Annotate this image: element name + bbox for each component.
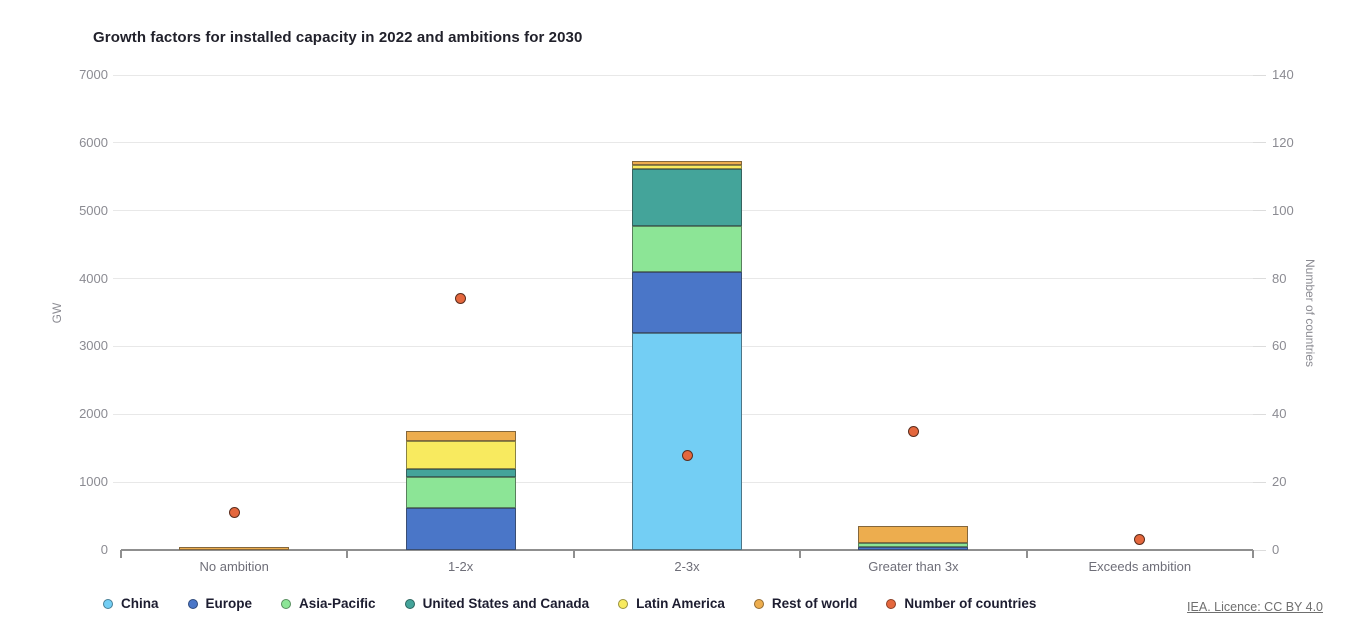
y2-axis-tick-140: 140 <box>1272 67 1294 82</box>
y2-axis-dash-60 <box>1253 345 1266 347</box>
y2-axis-dash-100 <box>1253 210 1266 212</box>
y2-axis-tick-0: 0 <box>1272 542 1280 557</box>
legend-item-asia-pacific[interactable]: Asia-Pacific <box>281 596 376 611</box>
licence-link[interactable]: IEA. Licence: CC BY 4.0 <box>1187 600 1323 614</box>
bar-segment-asia-pacific-3[interactable] <box>858 542 969 547</box>
y2-axis-dash-80 <box>1253 278 1266 280</box>
x-axis-tick-0 <box>120 550 122 558</box>
bar-segment-china-2[interactable] <box>632 332 742 550</box>
bar-segment-asia-pacific-2[interactable] <box>632 225 742 273</box>
scatter-point-countries-2[interactable] <box>681 449 693 461</box>
y2-axis-dash-0 <box>1253 549 1266 551</box>
bar-segment-asia-pacific-1[interactable] <box>405 476 516 508</box>
y2-axis-tick-40: 40 <box>1272 406 1287 422</box>
x-axis-tick-4 <box>1025 550 1028 558</box>
scatter-point-countries-3[interactable] <box>907 425 919 437</box>
legend-label: Latin America <box>636 596 725 611</box>
scatter-point-countries-1[interactable] <box>455 293 467 305</box>
y2-axis-tick-20: 20 <box>1272 474 1287 490</box>
y2-axis-dash-20 <box>1253 481 1266 483</box>
y-axis-tick-5000: 5000 <box>79 202 108 218</box>
y-axis-tick-0: 0 <box>100 542 108 557</box>
bar-segment-rest-of-world-1[interactable] <box>405 430 516 441</box>
x-axis-tick-5 <box>1252 550 1254 558</box>
bar-segment-europe-3[interactable] <box>858 546 969 550</box>
y-axis-tick-7000: 7000 <box>79 67 108 82</box>
y2-axis-tick-60: 60 <box>1272 338 1287 354</box>
x-axis-category-label: Greater than 3x <box>868 559 959 574</box>
bar-segment-united-states-and-canada-1[interactable] <box>405 468 516 477</box>
bar-segment-latin-america-2[interactable] <box>632 164 742 169</box>
legend-item-latin-america[interactable]: Latin America <box>618 596 725 611</box>
y-axis-tick-6000: 6000 <box>79 134 108 150</box>
legend-label: Number of countries <box>904 596 1037 611</box>
legend-swatch-icon <box>886 598 897 609</box>
legend-swatch-icon <box>618 598 629 609</box>
y2-axis-tick-120: 120 <box>1272 134 1294 150</box>
legend-label: Asia-Pacific <box>299 596 376 611</box>
x-axis-tick-1 <box>346 550 349 558</box>
x-axis-category-label: 2-3x <box>674 559 700 574</box>
left-axis-title: GW <box>50 302 64 323</box>
legend-swatch-icon <box>103 598 113 609</box>
legend-item-united-states-and-canada[interactable]: United States and Canada <box>404 596 590 611</box>
chart-legend: China Europe Asia-Pacific United States and… <box>103 596 1036 611</box>
right-axis-title: Number of countries <box>1303 258 1317 367</box>
legend-label: Rest of world <box>771 596 858 611</box>
bar-segment-united-states-and-canada-2[interactable] <box>632 168 742 226</box>
x-axis-tick-3 <box>799 550 802 558</box>
bar-segment-latin-america-1[interactable] <box>405 440 516 469</box>
legend-label: Europe <box>205 596 253 611</box>
y-axis-tick-3000: 3000 <box>79 338 108 354</box>
y2-axis-tick-100: 100 <box>1272 202 1294 218</box>
scatter-point-countries-4[interactable] <box>1134 534 1146 546</box>
legend-label: United States and Canada <box>422 596 590 611</box>
y-axis-tick-2000: 2000 <box>79 406 108 422</box>
gridline-6000 <box>113 142 1253 144</box>
scatter-point-countries-0[interactable] <box>228 507 240 519</box>
y2-axis-dash-40 <box>1253 413 1266 415</box>
x-axis-category-label: Exceeds ambition <box>1088 559 1192 574</box>
y2-axis-dash-120 <box>1253 142 1266 144</box>
bar-segment-europe-2[interactable] <box>632 272 742 333</box>
bar-segment-rest-of-world-0[interactable] <box>179 546 290 550</box>
y2-axis-tick-80: 80 <box>1272 270 1287 286</box>
x-axis-line <box>121 549 1253 551</box>
bar-segment-rest-of-world-3[interactable] <box>858 525 969 543</box>
y-axis-tick-1000: 1000 <box>79 474 108 490</box>
legend-swatch-icon <box>187 598 198 609</box>
legend-item-china[interactable]: China <box>103 596 159 611</box>
x-axis-category-label: No ambition <box>199 559 269 574</box>
legend-swatch-icon <box>281 598 292 609</box>
x-axis-tick-2 <box>572 550 575 558</box>
legend-item-rest-of-world[interactable]: Rest of world <box>753 596 858 611</box>
y2-axis-dash-140 <box>1253 74 1266 76</box>
legend-swatch-icon <box>404 598 415 609</box>
bar-segment-rest-of-world-2[interactable] <box>632 160 742 165</box>
legend-label: China <box>121 596 159 611</box>
legend-item-europe[interactable]: Europe <box>187 596 253 611</box>
y-axis-tick-4000: 4000 <box>79 270 108 286</box>
legend-item-number-of-countries[interactable]: Number of countries <box>886 596 1036 611</box>
gridline-7000 <box>113 74 1253 76</box>
chart-title: Growth factors for installed capacity in… <box>93 29 583 46</box>
x-axis-category-label: 1-2x <box>447 559 474 574</box>
legend-swatch-icon <box>753 598 764 609</box>
bar-segment-europe-1[interactable] <box>405 507 516 550</box>
